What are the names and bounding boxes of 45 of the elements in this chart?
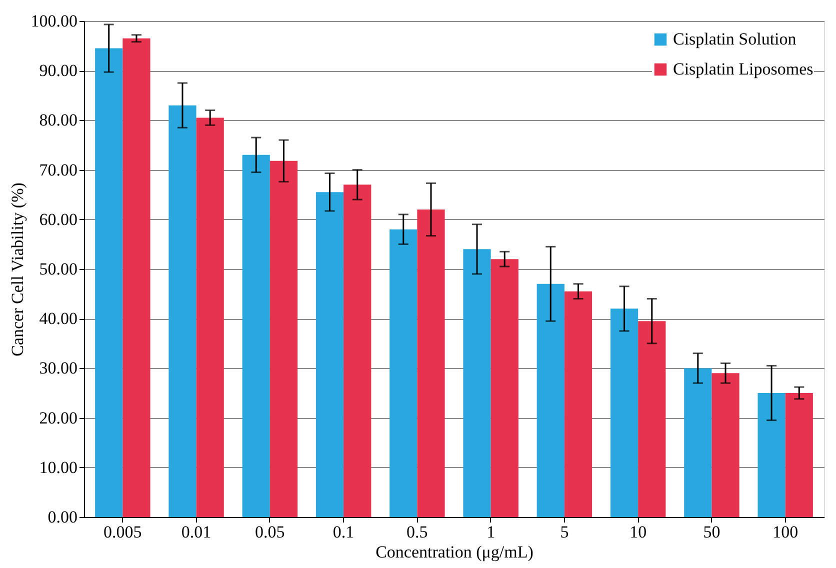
x-tick-label: 100: [772, 522, 798, 542]
bar: [785, 393, 813, 517]
bar: [168, 105, 196, 517]
bar: [122, 38, 150, 517]
bar: [536, 284, 564, 517]
y-tick-label: 70.00: [39, 160, 78, 180]
y-tick-label: 90.00: [39, 61, 78, 80]
x-tick-label: 5: [560, 522, 569, 542]
y-tick-label: 60.00: [39, 210, 78, 229]
x-tick-label: 10: [630, 522, 647, 542]
x-tick-label: 50: [703, 522, 720, 542]
y-tick-label: 50.00: [39, 260, 78, 278]
legend-label: Cisplatin Solution: [673, 30, 797, 48]
y-tick-label: 10.00: [39, 458, 78, 477]
x-tick-label: 0.1: [332, 522, 354, 542]
x-tick-label: 0.5: [406, 522, 428, 542]
bar: [564, 291, 592, 517]
bar: [638, 321, 666, 517]
bar: [316, 192, 344, 517]
x-tick-label: 0.01: [181, 522, 212, 542]
x-axis-title: Concentration (μg/mL): [376, 542, 534, 562]
bar: [95, 48, 123, 517]
bar: [390, 229, 418, 517]
bar: [417, 209, 445, 517]
y-tick-label: 0.00: [48, 508, 78, 526]
bar: [463, 249, 491, 517]
x-tick-label: 0.05: [255, 522, 285, 542]
bar: [610, 308, 638, 517]
y-axis-title: Cancer Cell Viability (%): [8, 182, 27, 356]
x-tick-label: 0.005: [104, 522, 142, 542]
bar: [270, 160, 298, 517]
bar: [684, 368, 712, 517]
y-tick-label: 100.00: [30, 12, 78, 30]
bar: [242, 154, 270, 517]
y-tick-label: 30.00: [39, 358, 78, 378]
y-tick-label: 20.00: [39, 408, 78, 428]
bar: [712, 373, 740, 517]
legend-label: Cisplatin Liposomes: [673, 60, 814, 78]
y-tick-label: 80.00: [39, 110, 78, 130]
y-tick-label: 40.00: [39, 309, 78, 328]
bar: [344, 184, 372, 517]
x-tick-label: 1: [486, 522, 496, 542]
bar: [758, 393, 786, 517]
bar: [490, 259, 518, 517]
bar: [196, 118, 224, 517]
